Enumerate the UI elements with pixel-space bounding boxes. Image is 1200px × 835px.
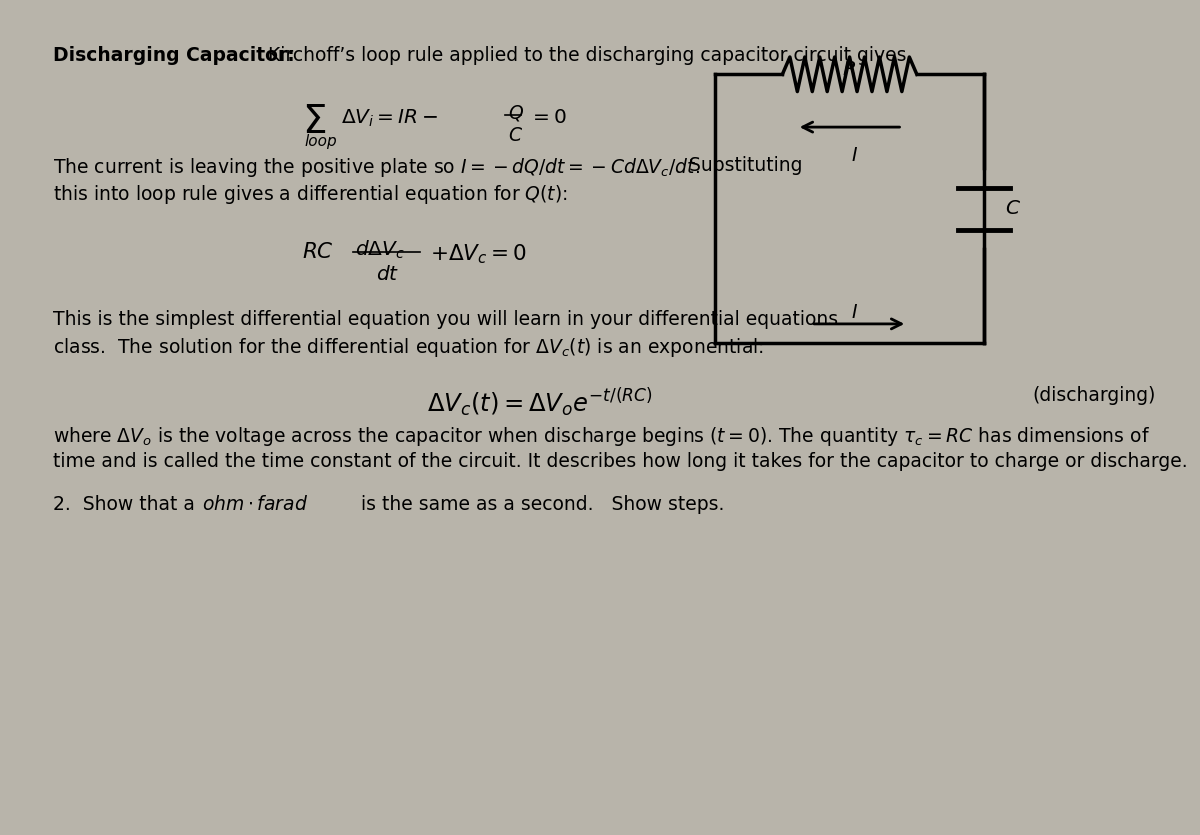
Text: Q: Q <box>508 103 522 122</box>
Text: where $\Delta V_o$ is the voltage across the capacitor when discharge begins ($t: where $\Delta V_o$ is the voltage across… <box>53 425 1150 448</box>
Text: This is the simplest differential equation you will learn in your differential e: This is the simplest differential equati… <box>53 310 838 328</box>
Text: Substituting: Substituting <box>677 156 803 175</box>
Text: $I$: $I$ <box>851 303 858 321</box>
Text: $+ \Delta V_c = 0$: $+ \Delta V_c = 0$ <box>430 242 527 266</box>
Text: $\Sigma$: $\Sigma$ <box>302 103 326 141</box>
Text: C: C <box>1006 200 1019 218</box>
Text: Kirchoff’s loop rule applied to the discharging capacitor circuit gives: Kirchoff’s loop rule applied to the disc… <box>262 45 906 64</box>
Text: class.  The solution for the differential equation for $\Delta V_c(t)$ is an exp: class. The solution for the differential… <box>53 337 763 359</box>
Text: 2.  Show that a: 2. Show that a <box>53 495 200 514</box>
Text: loop: loop <box>305 134 337 149</box>
Text: $RC$: $RC$ <box>302 242 335 262</box>
Text: The current is leaving the positive plate so $I = -dQ/dt = -Cd\Delta V_c/dt$.: The current is leaving the positive plat… <box>53 156 700 179</box>
Text: $d\Delta V_c$: $d\Delta V_c$ <box>355 239 406 261</box>
Text: R: R <box>842 60 857 78</box>
Text: $\Delta V_c(t) = \Delta V_o e^{-t/(RC)}$: $\Delta V_c(t) = \Delta V_o e^{-t/(RC)}$ <box>427 387 653 419</box>
Text: $ohm \cdot farad$: $ohm \cdot farad$ <box>202 495 307 514</box>
Text: $dt$: $dt$ <box>377 266 400 285</box>
Text: (discharging): (discharging) <box>1032 387 1156 405</box>
Text: $I$: $I$ <box>851 146 858 165</box>
Text: C: C <box>508 126 521 145</box>
Text: Discharging Capacitor:: Discharging Capacitor: <box>53 45 294 64</box>
Text: $\Delta V_i = IR - $: $\Delta V_i = IR - $ <box>341 108 438 129</box>
Text: time and is called the time constant of the circuit. It describes how long it ta: time and is called the time constant of … <box>53 452 1188 471</box>
Text: this into loop rule gives a differential equation for $Q(t)$:: this into loop rule gives a differential… <box>53 183 568 205</box>
Text: $= 0$: $= 0$ <box>529 108 568 127</box>
Text: is the same as a second.   Show steps.: is the same as a second. Show steps. <box>355 495 725 514</box>
